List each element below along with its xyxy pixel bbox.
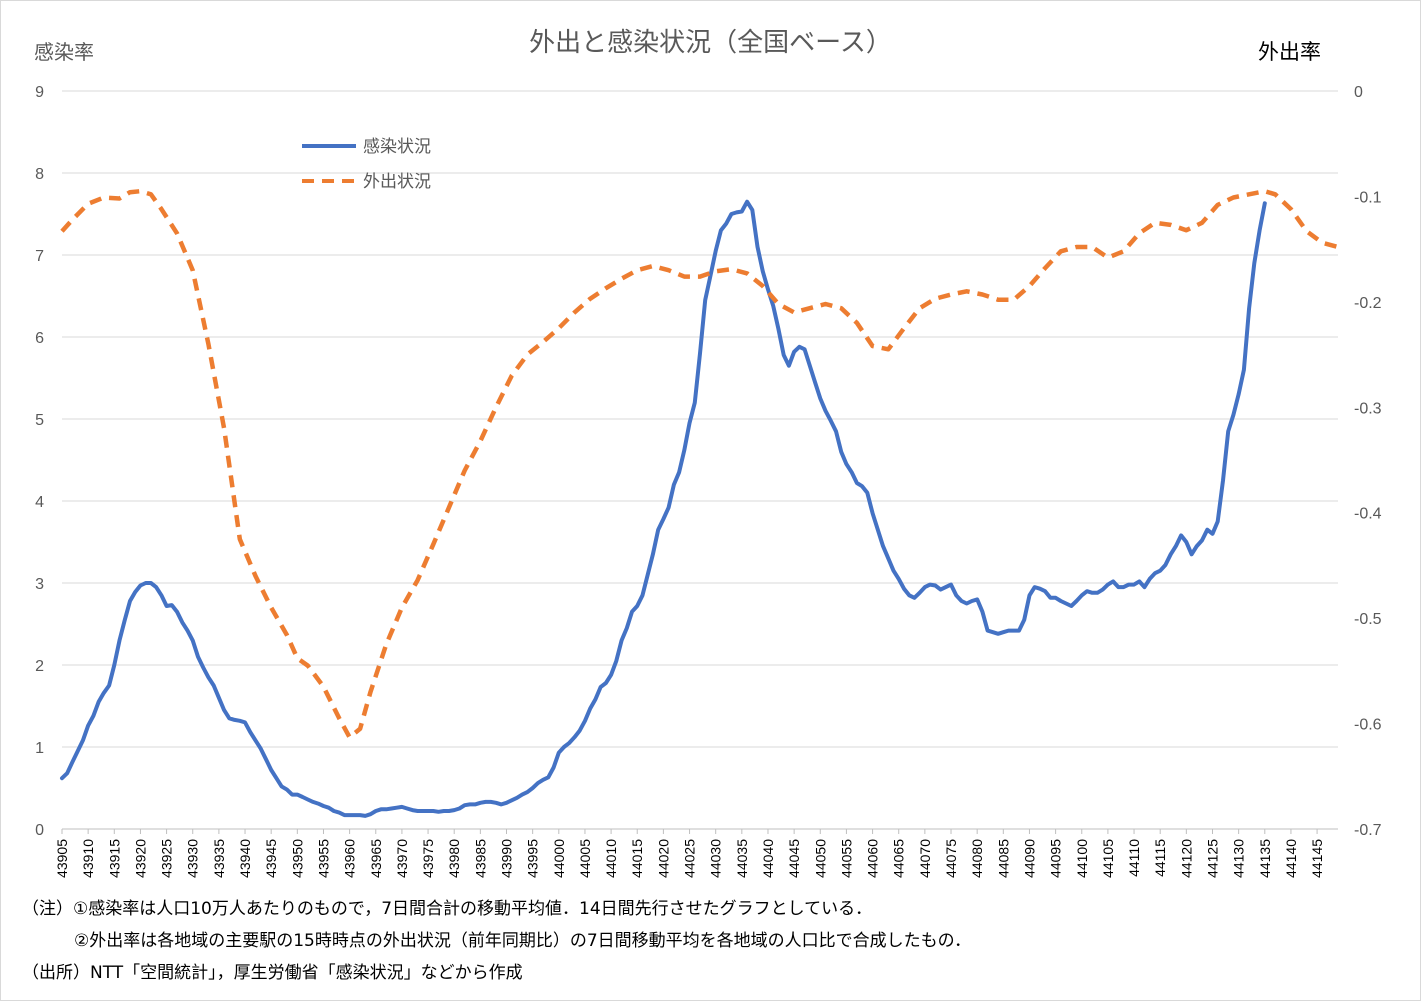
x-tick-label: 43990 [499,839,515,878]
x-tick-label: 43975 [420,839,436,878]
x-tick-label: 43935 [211,839,227,878]
x-tick-label: 44100 [1074,839,1090,878]
note-line-1: （注）①感染率は人口10万人あたりのもので，7日間合計の移動平均値．14日間先行… [22,899,873,919]
x-tick-label: 44125 [1204,839,1220,878]
series-lines [60,188,1339,818]
x-tick-label: 43915 [106,839,122,878]
y-axis-right-ticks: 0 -0.1 -0.2 -0.3 -0.4 -0.5 -0.6 -0.7 [1354,84,1382,839]
y-left-tick-label: 6 [35,330,44,347]
x-tick-label: 44115 [1152,839,1168,877]
y-right-tick-label: 0 [1354,84,1363,101]
y-right-tick-label: -0.1 [1354,189,1382,206]
x-tick-label: 43930 [185,839,201,878]
x-tick-label: 44075 [943,839,959,878]
x-tick-label: 44095 [1048,839,1064,878]
series-line-infection [60,199,1267,818]
y-axis-left-ticks: 0 1 2 3 4 5 6 7 8 9 [35,84,44,839]
x-tick-label: 44145 [1309,839,1325,878]
x-tick-label: 44050 [812,839,828,878]
x-tick-label: 44055 [838,839,854,878]
source-note: （出所）NTT「空間統計」，厚生労働省「感染状況」などから作成 [22,963,523,983]
x-tick-label: 43955 [315,839,331,878]
y-right-tick-label: -0.3 [1354,400,1382,417]
legend-label-0: 感染状況 [363,137,431,157]
y-right-tick-label: -0.4 [1354,506,1382,523]
x-tick-label: 44010 [603,839,619,878]
x-tick-label: 44015 [629,839,645,878]
x-tick-label: 44035 [734,839,750,878]
x-tick-label: 44045 [786,839,802,878]
x-tick-label: 44080 [969,839,985,878]
x-tick-label: 44025 [682,839,698,878]
gridlines [62,90,1338,830]
y-right-tick-label: -0.5 [1354,611,1382,628]
note-line-2: ②外出率は各地域の主要駅の15時時点の外出状況（前年同期比）の7日間移動平均を各… [74,931,972,951]
y-axis-right-label: 外出率 [1258,40,1321,64]
x-tick-label: 43960 [342,839,358,878]
y-left-tick-label: 3 [35,576,44,593]
x-tick-label: 44105 [1100,839,1116,878]
y-left-tick-label: 7 [35,248,44,265]
x-tick-label: 44020 [655,839,671,878]
x-tick-label: 44005 [577,839,593,878]
x-axis-ticks: 43905 43910 43915 43920 43925 43930 43935 43940… [54,829,1325,878]
y-left-tick-label: 1 [35,740,44,757]
x-tick-label: 44030 [708,839,724,878]
x-tick-label: 43910 [80,839,96,878]
y-left-tick-label: 4 [35,494,44,511]
x-tick-label: 43985 [472,839,488,878]
x-tick-label: 44085 [995,839,1011,878]
y-left-tick-label: 9 [35,84,44,101]
x-tick-label: 43905 [54,839,70,878]
x-tick-label: 43925 [159,839,175,878]
series-line-outing [60,188,1339,740]
x-tick-label: 43920 [132,839,148,878]
x-tick-label: 43945 [263,839,279,878]
chart-title: 外出と感染状況（全国ベース） [529,28,892,58]
x-tick-label: 44040 [760,839,776,878]
legend-label-1: 外出状況 [363,172,431,192]
y-left-tick-label: 5 [35,412,44,429]
x-tick-label: 43965 [368,839,384,878]
y-right-tick-label: -0.2 [1354,295,1382,312]
y-axis-left-label: 感染率 [34,40,94,64]
x-tick-label: 43950 [289,839,305,878]
y-left-tick-label: 8 [35,166,44,183]
x-tick-label: 44070 [917,839,933,878]
y-left-tick-label: 0 [35,822,44,839]
y-left-tick-label: 2 [35,658,44,675]
x-tick-label: 43995 [525,839,541,878]
x-tick-label: 44060 [865,839,881,878]
x-tick-label: 44140 [1283,839,1299,878]
x-tick-label: 43970 [394,839,410,878]
x-tick-label: 44065 [891,839,907,878]
y-right-tick-label: -0.7 [1354,822,1382,839]
x-tick-label: 44120 [1178,839,1194,878]
y-right-tick-label: -0.6 [1354,717,1382,734]
x-tick-label: 44000 [551,839,567,878]
x-tick-label: 44130 [1231,839,1247,878]
x-tick-label: 43980 [446,839,462,878]
x-tick-label: 44090 [1021,839,1037,878]
x-tick-label: 43940 [237,839,253,878]
x-tick-label: 44135 [1257,839,1273,878]
x-tick-label: 44110 [1126,839,1142,877]
